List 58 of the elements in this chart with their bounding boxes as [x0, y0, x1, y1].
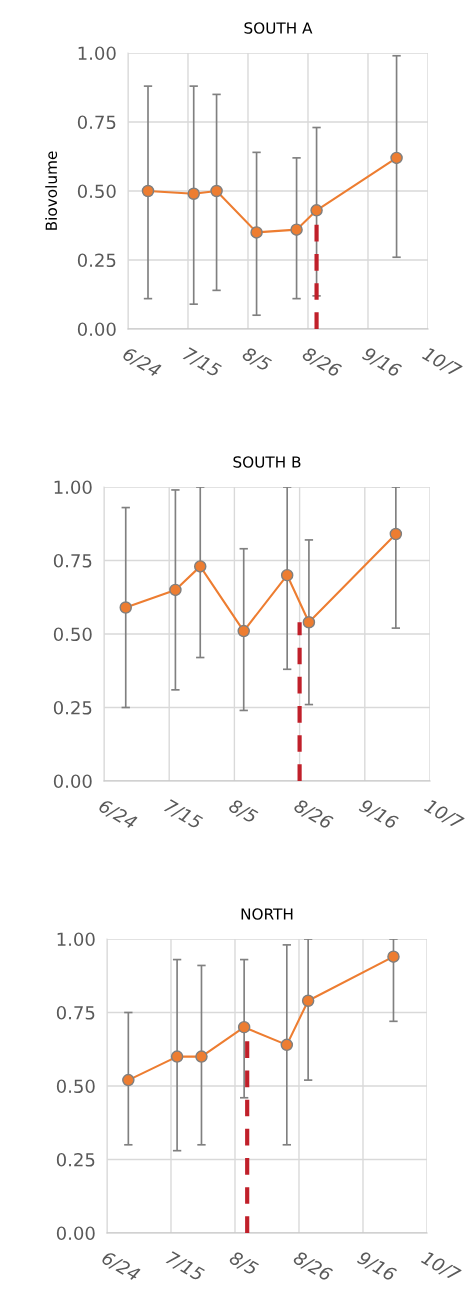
chart-title: SOUTH A: [244, 22, 313, 34]
x-tick-label: 7/15: [181, 346, 222, 379]
x-tick-label: 8/5: [240, 346, 273, 374]
x-tick-label: 6/24: [100, 1250, 141, 1283]
point: [302, 615, 316, 629]
point: [237, 1020, 251, 1034]
x-tick-label: 9/16: [355, 1250, 398, 1283]
point: [250, 226, 263, 239]
x-tick-label: 8/5: [227, 798, 259, 826]
x-tick-label: 7/15: [162, 798, 204, 831]
point: [210, 184, 223, 198]
x-tick-label: 7/15: [164, 1250, 205, 1283]
point: [122, 1073, 135, 1087]
y-tick-label: 0.00: [53, 774, 92, 789]
point: [280, 568, 294, 582]
y-tick-label: 0.00: [56, 1226, 95, 1241]
point: [290, 223, 303, 236]
y-tick-label: 0.50: [53, 627, 92, 642]
point: [237, 624, 250, 638]
point: [280, 1038, 294, 1052]
x-tick-label: 6/24: [121, 346, 162, 379]
point: [390, 151, 403, 165]
x-tick-label: 9/16: [357, 798, 400, 831]
x-tick-label: 9/16: [360, 346, 403, 379]
y-tick-label: 0.50: [56, 1079, 95, 1094]
point: [119, 601, 132, 614]
x-tick-label: 10/7: [421, 346, 463, 380]
y-tick-label: 1.00: [78, 46, 116, 61]
x-tick-label: 10/7: [423, 798, 465, 832]
point: [169, 583, 182, 597]
y-tick-label: 0.25: [53, 700, 92, 715]
point: [301, 994, 315, 1007]
y-tick-label: 0.75: [77, 115, 116, 130]
point: [193, 560, 207, 573]
chart-title: SOUTH B: [233, 456, 301, 468]
point: [310, 204, 323, 217]
x-tick-label: 8/5: [227, 1250, 260, 1278]
point: [170, 1050, 184, 1063]
y-tick-label: 0.50: [77, 184, 116, 199]
y-axis-title: Biovolume: [45, 151, 58, 230]
point: [141, 184, 155, 198]
point: [389, 527, 403, 541]
y-tick-label: 1.00: [57, 932, 95, 947]
x-tick-label: 10/7: [420, 1250, 462, 1284]
x-tick-label: 8/26: [300, 346, 343, 379]
y-tick-label: 0.25: [56, 1152, 95, 1167]
x-tick-label: 6/24: [97, 798, 138, 831]
point: [387, 950, 400, 963]
point: [195, 1050, 208, 1063]
y-tick-label: 0.75: [56, 1005, 95, 1020]
chart-title: NORTH: [241, 908, 293, 920]
x-tick-label: 8/26: [291, 1250, 334, 1283]
y-tick-label: 0.00: [77, 322, 116, 337]
x-tick-label: 8/26: [292, 798, 334, 831]
point: [187, 187, 200, 201]
y-tick-label: 0.75: [53, 553, 92, 568]
y-tick-label: 1.00: [54, 480, 92, 495]
y-tick-label: 0.25: [77, 253, 116, 268]
